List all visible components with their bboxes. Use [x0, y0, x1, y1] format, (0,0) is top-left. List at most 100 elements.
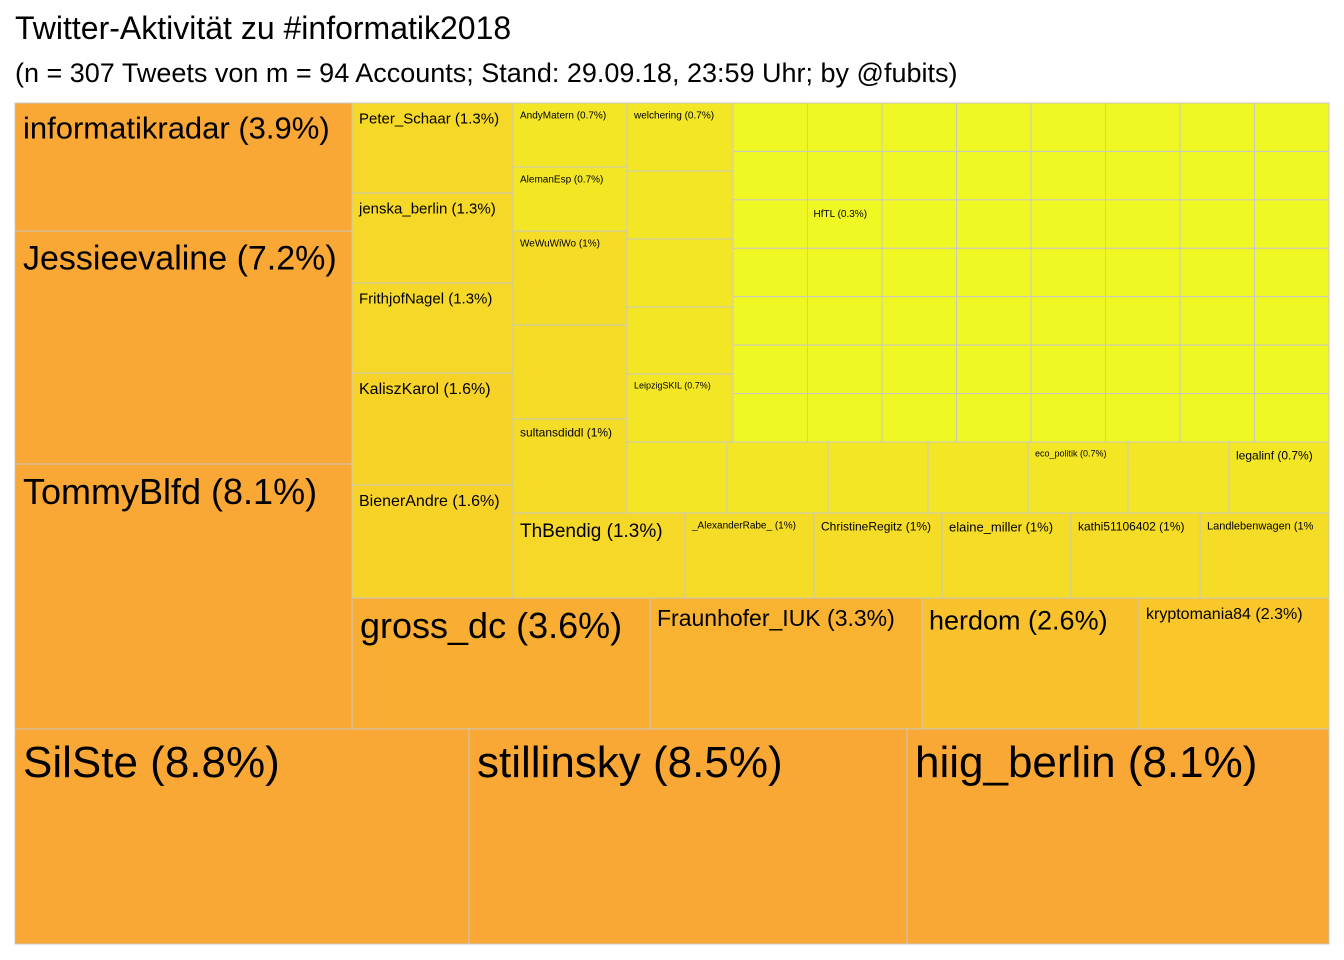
tile-unlabeled — [732, 296, 808, 346]
tile-welchering — [626, 102, 734, 172]
tile-unlabeled — [881, 296, 957, 346]
tile-label-welchering: welchering (0.7%) — [633, 111, 714, 122]
tile-herdom — [921, 597, 1140, 730]
tile-kaliszkarol — [351, 372, 514, 486]
tile-label-andymatern: AndyMatern (0.7%) — [520, 111, 606, 122]
tile-sultansdiddl — [512, 418, 628, 514]
tile-unlabeled — [1254, 199, 1330, 249]
tile-unlabeled — [732, 247, 808, 298]
tile-label-peter-schaar: Peter_Schaar (1.3%) — [359, 110, 499, 127]
tile-unlabeled — [1030, 150, 1106, 201]
tile-label-legalinf: legalinf (0.7%) — [1236, 448, 1313, 462]
tile-label--alexanderrabe-: _AlexanderRabe_ (1%) — [691, 521, 796, 532]
tile-label-christineregitz: ChristineRegitz (1%) — [821, 519, 931, 533]
tile-fraunhofer-iuk — [649, 597, 923, 730]
tile-gross-dc — [351, 597, 651, 730]
tile-unlabeled — [1254, 393, 1330, 443]
tile-label-alemanesp: AlemanEsp (0.7%) — [520, 175, 603, 186]
tile-unlabeled — [732, 199, 808, 249]
tile-label-stillinsky: stillinsky (8.5%) — [477, 738, 783, 787]
tile-unlabeled — [807, 344, 883, 395]
tile-label-frithjofnagel: FrithjofNagel (1.3%) — [359, 290, 492, 307]
tile-unlabeled — [1105, 296, 1181, 346]
tile--alexanderrabe- — [684, 512, 815, 599]
tile-unlabeled — [1179, 393, 1255, 443]
tile-label-kaliszkarol: KaliszKarol (1.6%) — [359, 381, 491, 398]
tile-unlabeled — [807, 102, 883, 152]
tile-unlabeled — [1030, 247, 1106, 298]
tile-unlabeled — [807, 247, 883, 298]
tile-peter-schaar — [351, 102, 514, 194]
tile-unlabeled — [1254, 247, 1330, 298]
tile-jenska-berlin — [351, 192, 514, 284]
tile-unlabeled — [732, 344, 808, 395]
tile-stillinsky — [468, 728, 908, 945]
tile-label-leipzigskil: LeipzigSKIL (0.7%) — [634, 381, 711, 391]
tile-unlabeled — [1030, 344, 1106, 395]
chart-title: Twitter-Aktivität zu #informatik2018 — [15, 10, 512, 46]
tile-unlabeled — [1105, 102, 1181, 152]
tile-unlabeled — [1030, 199, 1106, 249]
tile-label-bienerandre: BienerAndre (1.6%) — [359, 493, 500, 510]
tile-unlabeled — [1105, 344, 1181, 395]
tile-unlabeled — [956, 150, 1032, 201]
tile-unlabeled — [626, 238, 734, 308]
tile-unlabeled — [1105, 247, 1181, 298]
tile-label-sultansdiddl: sultansdiddl (1%) — [520, 425, 612, 439]
tile-unlabeled — [1105, 150, 1181, 201]
tile-unlabeled — [807, 393, 883, 443]
tile-unlabeled — [732, 150, 808, 201]
tile-landlebenwagen — [1199, 512, 1330, 599]
tile-unlabeled — [732, 393, 808, 443]
tile-eco-politik — [1027, 441, 1129, 514]
tile-unlabeled — [1179, 247, 1255, 298]
chart-subtitle: (n = 307 Tweets von m = 94 Accounts; Sta… — [15, 58, 958, 88]
tile-unlabeled — [626, 170, 734, 240]
tile-hftl — [807, 199, 883, 249]
tile-unlabeled — [956, 344, 1032, 395]
tile-unlabeled — [881, 102, 957, 152]
tile-label-silste: SilSte (8.8%) — [23, 738, 280, 787]
tile-unlabeled — [1179, 296, 1255, 346]
tile-unlabeled — [1105, 393, 1181, 443]
tile-unlabeled — [1030, 296, 1106, 346]
tile-unlabeled — [1105, 199, 1181, 249]
tile-label-wewuwiwo: WeWuWiWo (1%) — [520, 239, 600, 250]
tile-unlabeled — [1179, 199, 1255, 249]
tile-unlabeled — [1254, 344, 1330, 395]
tile-alemanesp — [512, 166, 628, 232]
tile-unlabeled — [512, 324, 628, 420]
tile-unlabeled — [1030, 102, 1106, 152]
tile-frithjofnagel — [351, 282, 514, 374]
tile-unlabeled — [881, 393, 957, 443]
tile-unlabeled — [1127, 441, 1230, 514]
tile-label-herdom: herdom (2.6%) — [929, 606, 1108, 636]
tile-label-jessieevaline: Jessieevaline (7.2%) — [23, 239, 337, 277]
tile-unlabeled — [807, 150, 883, 201]
tile-unlabeled — [956, 296, 1032, 346]
tile-unlabeled — [807, 296, 883, 346]
tile-unlabeled — [927, 441, 1029, 514]
tile-unlabeled — [956, 247, 1032, 298]
tile-unlabeled — [626, 441, 728, 514]
tile-unlabeled — [1179, 344, 1255, 395]
tile-unlabeled — [726, 441, 829, 514]
tile-unlabeled — [1179, 102, 1255, 152]
tile-legalinf — [1228, 441, 1330, 514]
tile-label-fraunhofer-iuk: Fraunhofer_IUK (3.3%) — [657, 605, 895, 631]
tile-unlabeled — [732, 102, 808, 152]
tile-unlabeled — [881, 150, 957, 201]
tile-label-thbendig: ThBendig (1.3%) — [520, 521, 663, 542]
tile-unlabeled — [956, 102, 1032, 152]
tile-unlabeled — [881, 199, 957, 249]
tile-label-kathi51106402: kathi51106402 (1%) — [1078, 519, 1185, 533]
tile-unlabeled — [1254, 296, 1330, 346]
tile-informatikradar — [14, 102, 353, 232]
tile-label-hiig-berlin: hiig_berlin (8.1%) — [915, 738, 1257, 787]
tile-wewuwiwo — [512, 230, 628, 326]
tile-label-hftl: HfTL (0.3%) — [814, 209, 868, 220]
tile-unlabeled — [626, 306, 734, 375]
tile-label-gross-dc: gross_dc (3.6%) — [360, 605, 622, 646]
tile-label-tommyblfd: TommyBlfd (8.1%) — [23, 471, 317, 512]
